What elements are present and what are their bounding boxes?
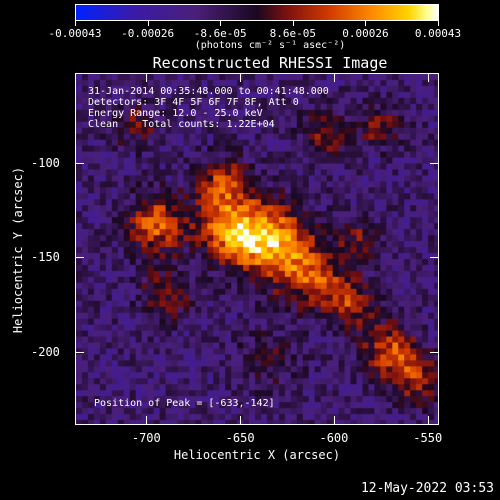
colorbar-tick-label: -0.00026 [121,27,175,40]
y-axis-tick [430,163,438,165]
x-axis-tick-label: -700 [131,431,161,445]
x-axis-tick [240,74,242,82]
timestamp: 12-May-2022 03:53 [360,481,494,496]
colorbar-tick [220,20,222,26]
x-axis-tick [240,416,242,424]
colorbar-tick-label: 8.6e-05 [269,27,316,40]
colorbar-tick-label: -0.00043 [48,27,102,40]
peak-position-label: Position of Peak = [-633,-142] [94,398,275,409]
heatmap-canvas [76,74,438,424]
y-axis-tick [430,257,438,259]
x-axis-title: Heliocentric X (arcsec) [173,448,341,462]
colorbar-tick [438,20,439,26]
y-axis-title: Heliocentric Y (arcsec) [11,166,25,334]
y-axis-tick [430,351,438,353]
colorbar-tick [292,20,294,26]
y-axis-tick [76,351,84,353]
x-axis-tick-label: -600 [319,431,349,445]
y-axis-tick-label: -100 [31,156,60,171]
detectors-info: Detectors: 3F 4F 5F 6F 7F 8F, Att 0 [88,97,299,108]
x-axis-tick [146,416,148,424]
colorbar [75,4,439,21]
x-axis-tick-label: -550 [413,431,443,445]
colorbar-tick [147,20,149,26]
x-axis-tick [333,416,335,424]
y-axis-tick [76,163,84,165]
colorbar-units: (photons cm⁻² s⁻¹ asec⁻²) [194,40,346,51]
colorbar-tick-label: 0.00026 [342,27,389,40]
image-title: Reconstructed RHESSI Image [152,54,388,72]
energy-range-info: Energy Range: 12.0 - 25.0 keV [88,108,263,119]
clean-counts-info: Clean Total counts: 1.22E+04 [88,119,275,130]
x-axis-tick [427,74,429,82]
x-axis-tick [333,74,335,82]
colorbar-tick-label: 0.00043 [414,27,462,40]
obs-time-range: 31-Jan-2014 00:35:48.000 to 00:41:48.000 [88,86,329,97]
heatmap-plot[interactable]: 31-Jan-2014 00:35:48.000 to 00:41:48.000… [75,73,439,425]
colorbar-tick [75,20,76,26]
y-axis-tick [76,257,84,259]
x-axis-tick [427,416,429,424]
colorbar-tick [365,20,367,26]
x-axis-tick-label: -650 [225,431,255,445]
colorbar-tick-label: -8.6e-05 [193,27,247,40]
x-axis-tick [146,74,148,82]
y-axis-tick-label: -150 [31,250,60,265]
y-axis-tick-label: -200 [31,344,60,359]
